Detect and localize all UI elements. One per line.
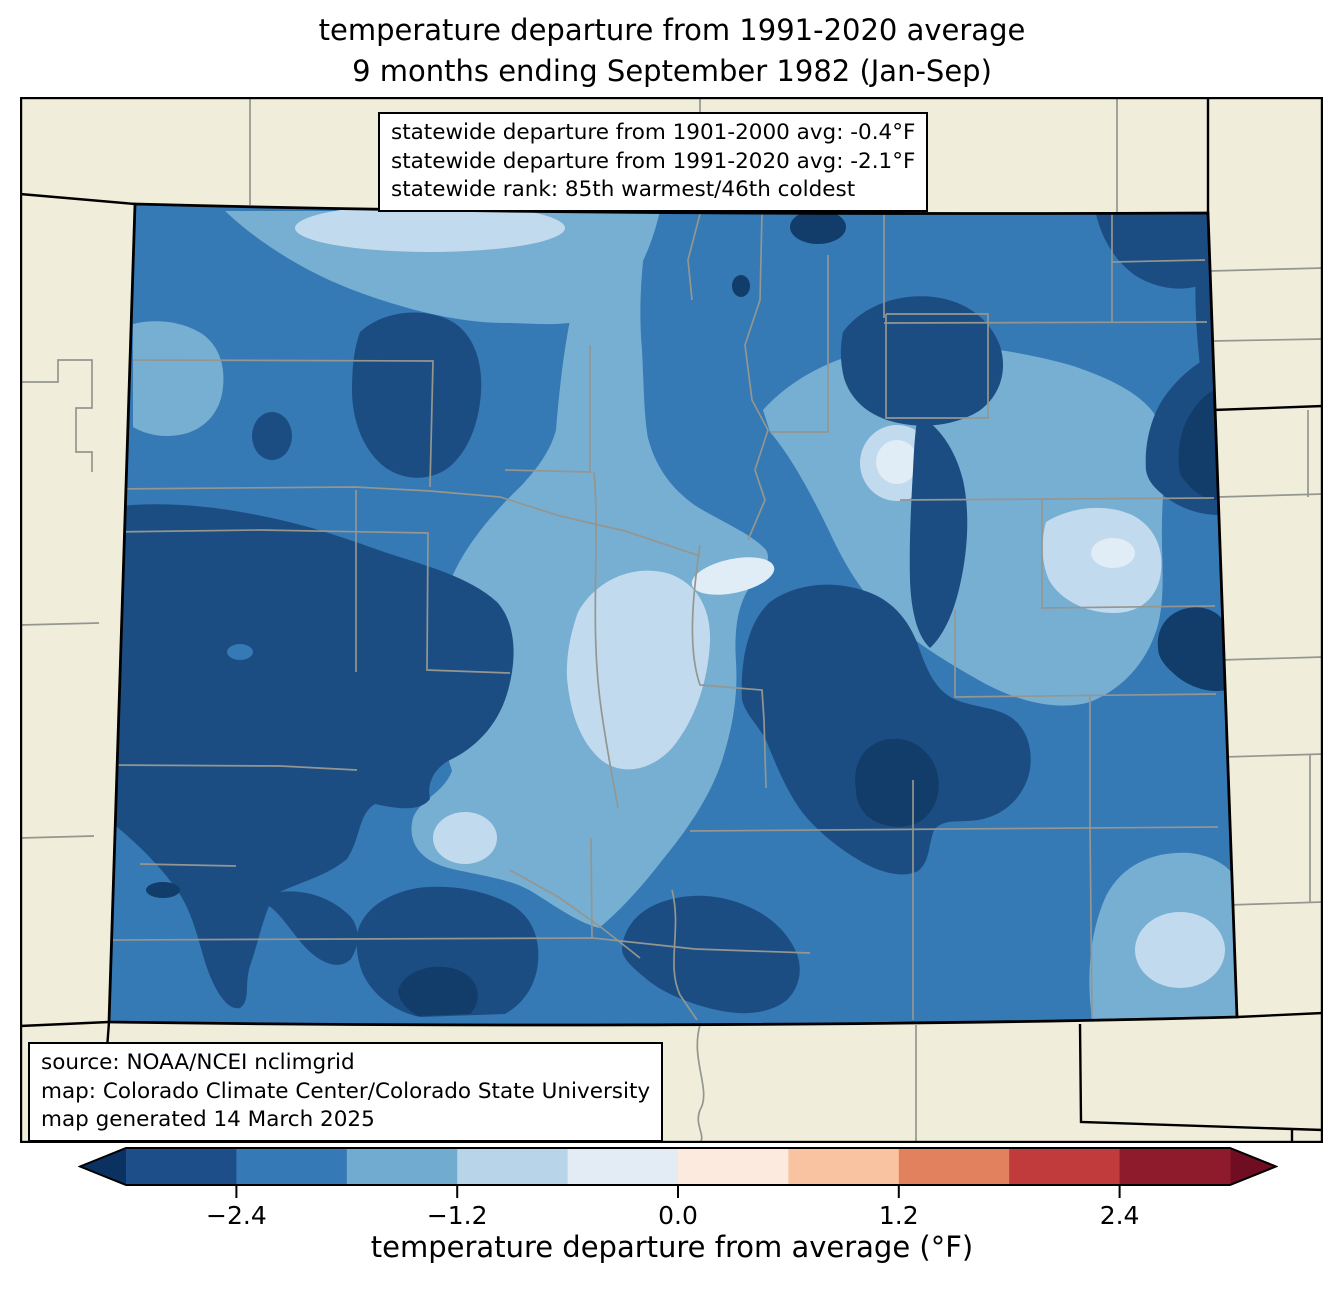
axes-frame [20,97,1323,1143]
contour-blob [352,312,482,478]
colorbar-segment [346,1148,458,1185]
stats-line-2: statewide departure from 1991-2020 avg: … [391,148,916,174]
contour-blob [133,321,224,437]
contour-fills [109,204,1237,1025]
contour-blob [1157,607,1226,692]
colorbar-segment [126,1148,237,1185]
colorbar-segment [898,1148,1010,1185]
contour-blob [909,415,968,648]
contour-blob [691,557,775,595]
colorbar-tick-label: 1.2 [879,1201,919,1230]
stats-line-1: statewide departure from 1901-2000 avg: … [391,120,916,145]
contour-blob [227,644,253,660]
contour-blob [855,738,939,827]
statewide-stats-box: statewide departure from 1901-2000 avg: … [378,112,929,212]
source-line-3: map generated 14 March 2025 [41,1107,375,1132]
colorado-map [20,97,1323,1143]
contour-blob [732,275,750,297]
contour-blob [433,812,497,864]
colorbar-segment [567,1148,679,1185]
contour-blob [1135,912,1225,988]
colorbar-over-arrow [1230,1148,1276,1185]
contour-blob [790,210,846,244]
contour-blob [840,296,1004,426]
colorbar-segment [678,1148,789,1185]
colorbar-tick-label: −1.2 [427,1201,488,1230]
contour-blob [1091,538,1135,568]
title-line-2: 9 months ending September 1982 (Jan-Sep) [352,54,992,88]
colorbar-segment [236,1148,348,1185]
colorbar-segment [1009,1148,1121,1185]
contour-blob [622,895,800,1014]
map-axes [20,97,1323,1143]
colorbar-outline [78,1147,1278,1186]
contour-blob [1178,390,1218,501]
colorbar: −2.4 −1.2 0.0 1.2 2.4 [78,1147,1278,1230]
stats-line-3: statewide rank: 85th warmest/46th coldes… [391,177,856,202]
contour-blob [109,504,514,1009]
figure-title: temperature departure from 1991-2020 ave… [0,10,1344,92]
source-attribution-box: source: NOAA/NCEI nclimgrid map: Colorad… [28,1042,664,1142]
colorbar-tick-label: 0.0 [658,1201,698,1230]
colorbar-segment [1119,1148,1231,1185]
contour-blob [146,882,180,898]
contour-blob [252,412,292,460]
contour-blob [295,204,565,252]
contour-blob [398,966,478,1016]
contour-blob [1096,214,1210,289]
colorbar-under-arrow [80,1148,126,1185]
title-line-1: temperature departure from 1991-2020 ave… [318,13,1026,47]
contour-blob [741,584,1031,875]
contour-blob [411,222,768,928]
colorbar-tick-label: −2.4 [206,1201,267,1230]
source-line-2: map: Colorado Climate Center/Colorado St… [41,1078,651,1104]
colorbar-segment [457,1148,569,1185]
source-line-1: source: NOAA/NCEI nclimgrid [41,1050,355,1075]
contour-blob [876,440,918,484]
colorbar-axis-label: temperature departure from average (°F) [370,1230,974,1264]
neighbor-state-borders [20,97,1323,1143]
colorbar-segment [788,1148,900,1185]
colorbar-tick-label: 2.4 [1100,1201,1140,1230]
colorado-county-lines [109,212,1219,1021]
